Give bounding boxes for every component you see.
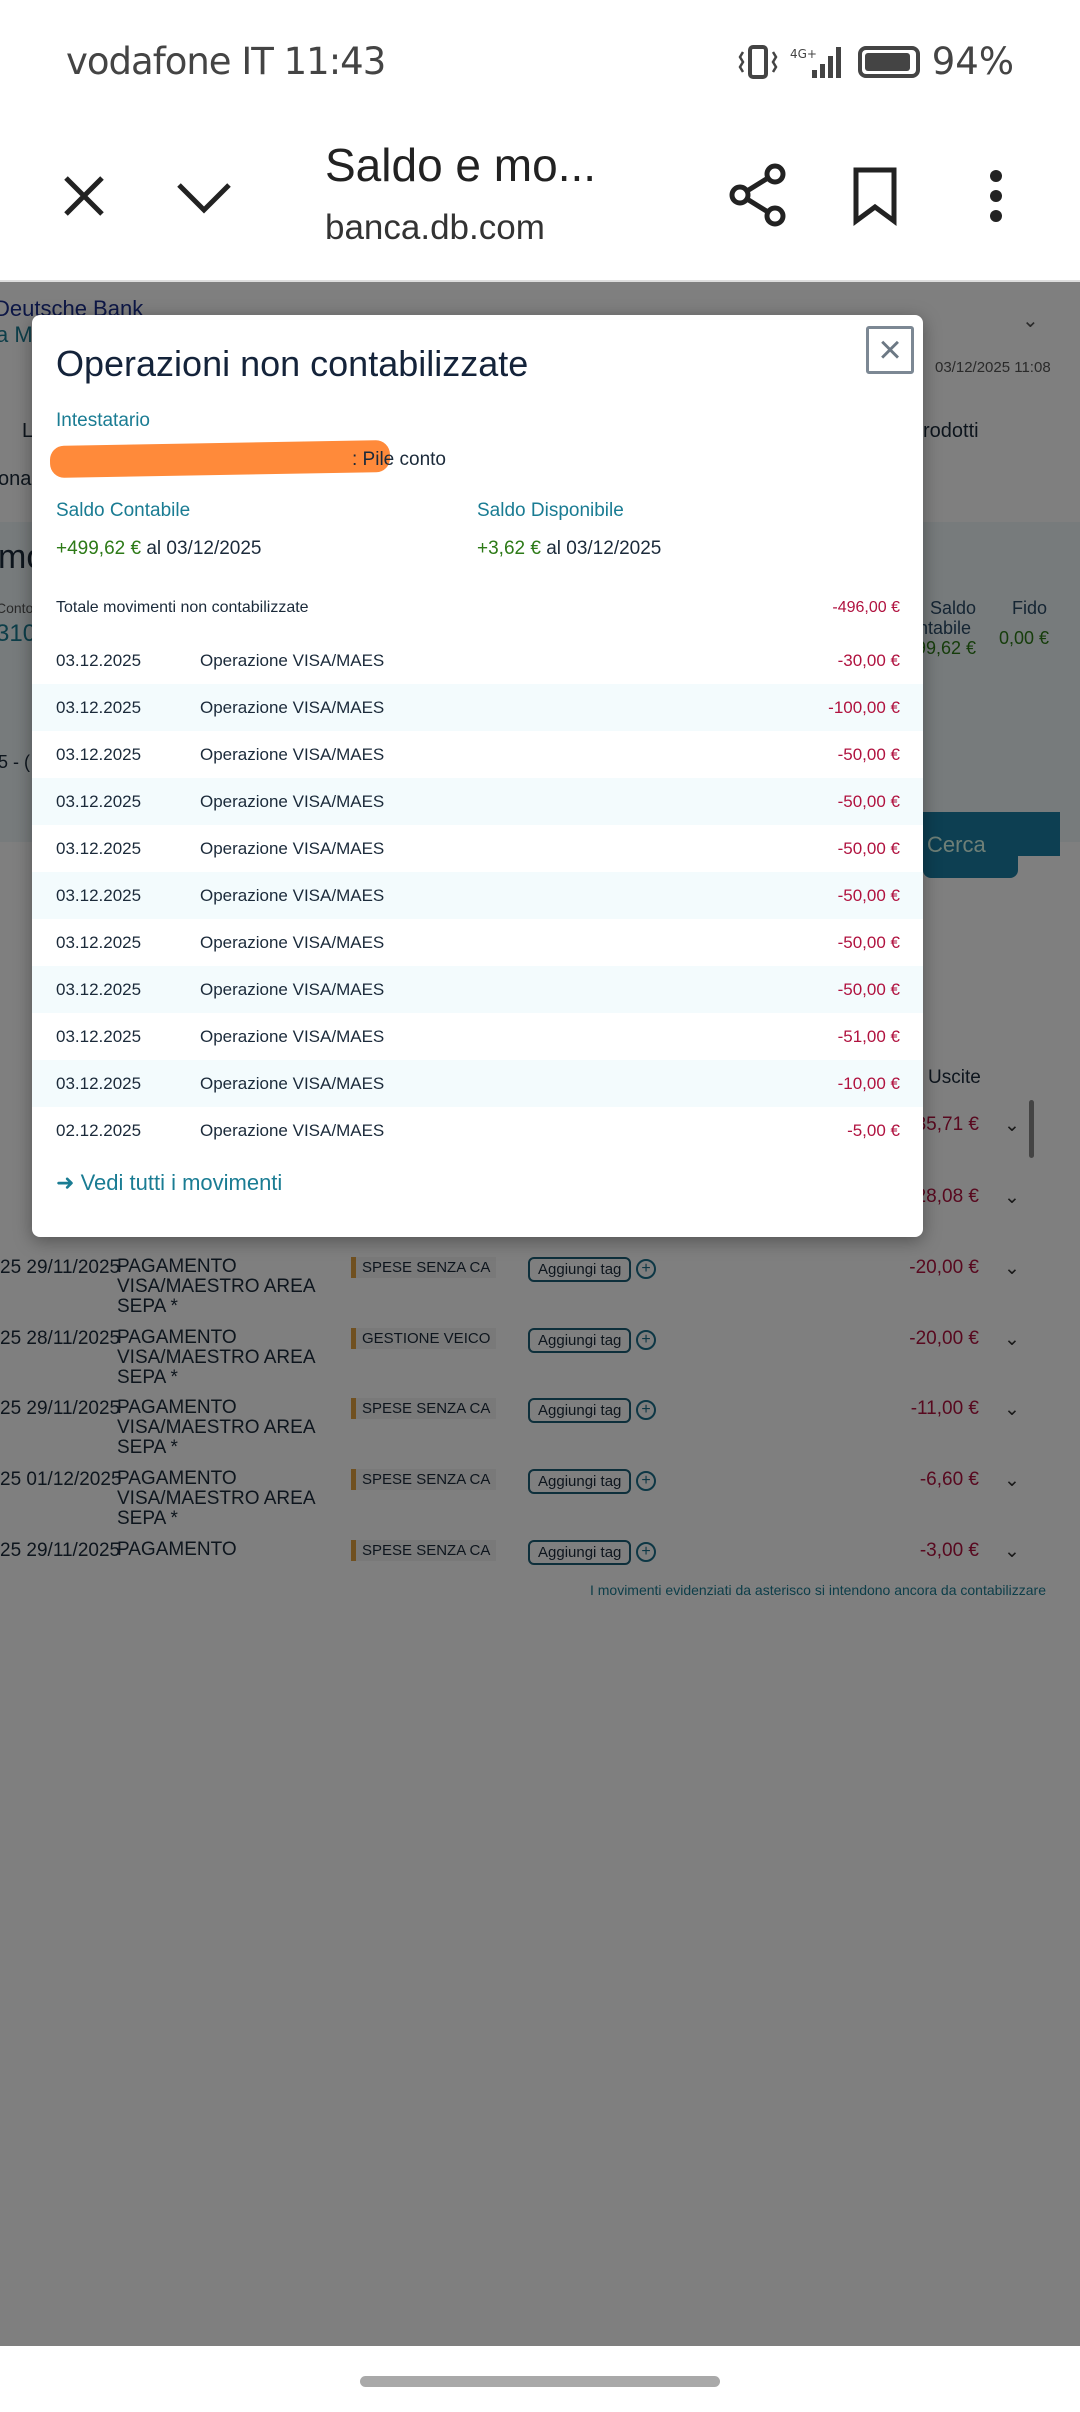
- browser-toolbar: Saldo e mo... banca.db.com: [0, 110, 1080, 282]
- row-amount: -51,00 €: [837, 1027, 900, 1046]
- saldo-disponibile-date: al 03/12/2025: [546, 538, 662, 559]
- saldo-contabile-amount: +499,62 €: [56, 538, 142, 559]
- arrow-right-icon: ➜: [56, 1170, 75, 1195]
- row-date: 03.12.2025: [56, 933, 142, 952]
- status-icons: 4G+ 94%: [738, 40, 1014, 83]
- row-date: 03.12.2025: [56, 792, 142, 811]
- unposted-transactions-modal: Operazioni non contabilizzate × Intestat…: [32, 315, 923, 1237]
- carrier: vodafone IT: [66, 40, 274, 83]
- transaction-row: 03.12.2025 Operazione VISA/MAES -10,00 €: [32, 1060, 923, 1107]
- page-url[interactable]: banca.db.com: [325, 208, 545, 247]
- battery-icon: [857, 45, 920, 78]
- saldo-contabile-label: Saldo Contabile: [56, 500, 191, 521]
- row-description: Operazione VISA/MAES: [200, 933, 385, 952]
- chevron-down-icon[interactable]: [176, 182, 232, 214]
- modal-title: Operazioni non contabilizzate: [56, 343, 529, 384]
- transaction-row: 03.12.2025 Operazione VISA/MAES -30,00 €: [32, 637, 923, 684]
- vibrate-icon: [738, 44, 778, 79]
- transaction-row: 03.12.2025 Operazione VISA/MAES -100,00 €: [32, 684, 923, 731]
- row-date: 02.12.2025: [56, 1121, 142, 1140]
- view-all-link[interactable]: ➜ Vedi tutti i movimenti: [56, 1170, 282, 1196]
- saldo-disponibile-label: Saldo Disponibile: [477, 500, 624, 521]
- transaction-row: 03.12.2025 Operazione VISA/MAES -50,00 €: [32, 966, 923, 1013]
- home-handle[interactable]: [360, 2376, 720, 2387]
- transaction-row: 03.12.2025 Operazione VISA/MAES -50,00 €: [32, 778, 923, 825]
- redaction-mark: [49, 440, 391, 478]
- close-icon: ×: [878, 328, 902, 372]
- total-label: Totale movimenti non contabilizzate: [56, 599, 309, 616]
- row-description: Operazione VISA/MAES: [200, 839, 385, 858]
- battery-percent: 94%: [931, 40, 1014, 83]
- row-date: 03.12.2025: [56, 745, 142, 764]
- holder-label: Intestatario: [56, 410, 150, 431]
- row-date: 03.12.2025: [56, 839, 142, 858]
- row-date: 03.12.2025: [56, 651, 142, 670]
- row-description: Operazione VISA/MAES: [200, 745, 385, 764]
- bookmark-icon[interactable]: [852, 166, 898, 226]
- row-amount: -30,00 €: [837, 651, 900, 670]
- more-vert-icon[interactable]: [986, 168, 1006, 224]
- row-amount: -10,00 €: [837, 1074, 900, 1093]
- row-description: Operazione VISA/MAES: [200, 886, 385, 905]
- close-icon[interactable]: [62, 174, 106, 218]
- transaction-row: 03.12.2025 Operazione VISA/MAES -50,00 €: [32, 825, 923, 872]
- row-date: 03.12.2025: [56, 980, 142, 999]
- row-description: Operazione VISA/MAES: [200, 792, 385, 811]
- view-all-label: Vedi tutti i movimenti: [80, 1170, 283, 1195]
- transaction-row: 02.12.2025 Operazione VISA/MAES -5,00 €: [32, 1107, 923, 1154]
- row-amount: -50,00 €: [837, 839, 900, 858]
- share-icon[interactable]: [728, 162, 788, 228]
- row-amount: -5,00 €: [847, 1121, 900, 1140]
- row-amount: -50,00 €: [837, 792, 900, 811]
- status-bar: vodafone IT 11:43 4G+ 94%: [0, 0, 1080, 110]
- row-date: 03.12.2025: [56, 886, 142, 905]
- row-amount: -50,00 €: [837, 980, 900, 999]
- transaction-row: 03.12.2025 Operazione VISA/MAES -50,00 €: [32, 731, 923, 778]
- transaction-row: 03.12.2025 Operazione VISA/MAES -50,00 €: [32, 919, 923, 966]
- close-button[interactable]: ×: [866, 326, 914, 374]
- signal-icon: 4G+: [790, 46, 841, 78]
- row-amount: -100,00 €: [828, 698, 900, 717]
- row-description: Operazione VISA/MAES: [200, 1121, 385, 1140]
- row-date: 03.12.2025: [56, 698, 142, 717]
- saldo-disponibile-amount: +3,62 €: [477, 538, 541, 559]
- row-amount: -50,00 €: [837, 933, 900, 952]
- gesture-bar: [0, 2346, 1080, 2412]
- holder-value: : Pile conto: [352, 449, 446, 470]
- row-date: 03.12.2025: [56, 1074, 142, 1093]
- row-date: 03.12.2025: [56, 1027, 142, 1046]
- row-amount: -50,00 €: [837, 745, 900, 764]
- row-description: Operazione VISA/MAES: [200, 1027, 385, 1046]
- transaction-row: 03.12.2025 Operazione VISA/MAES -51,00 €: [32, 1013, 923, 1060]
- status-carrier-time: vodafone IT 11:43: [66, 40, 387, 83]
- row-description: Operazione VISA/MAES: [200, 980, 385, 999]
- saldo-disponibile-value: +3,62 € al 03/12/2025: [477, 538, 661, 560]
- saldo-contabile-value: +499,62 € al 03/12/2025: [56, 538, 262, 560]
- transaction-row: 03.12.2025 Operazione VISA/MAES -50,00 €: [32, 872, 923, 919]
- row-description: Operazione VISA/MAES: [200, 1074, 385, 1093]
- clock: 11:43: [283, 40, 387, 83]
- svg-text:4G+: 4G+: [790, 47, 817, 61]
- total-amount: -496,00 €: [832, 599, 900, 616]
- row-description: Operazione VISA/MAES: [200, 651, 385, 670]
- page-title: Saldo e mo...: [325, 139, 597, 191]
- saldo-contabile-date: al 03/12/2025: [146, 538, 262, 559]
- row-description: Operazione VISA/MAES: [200, 698, 385, 717]
- row-amount: -50,00 €: [837, 886, 900, 905]
